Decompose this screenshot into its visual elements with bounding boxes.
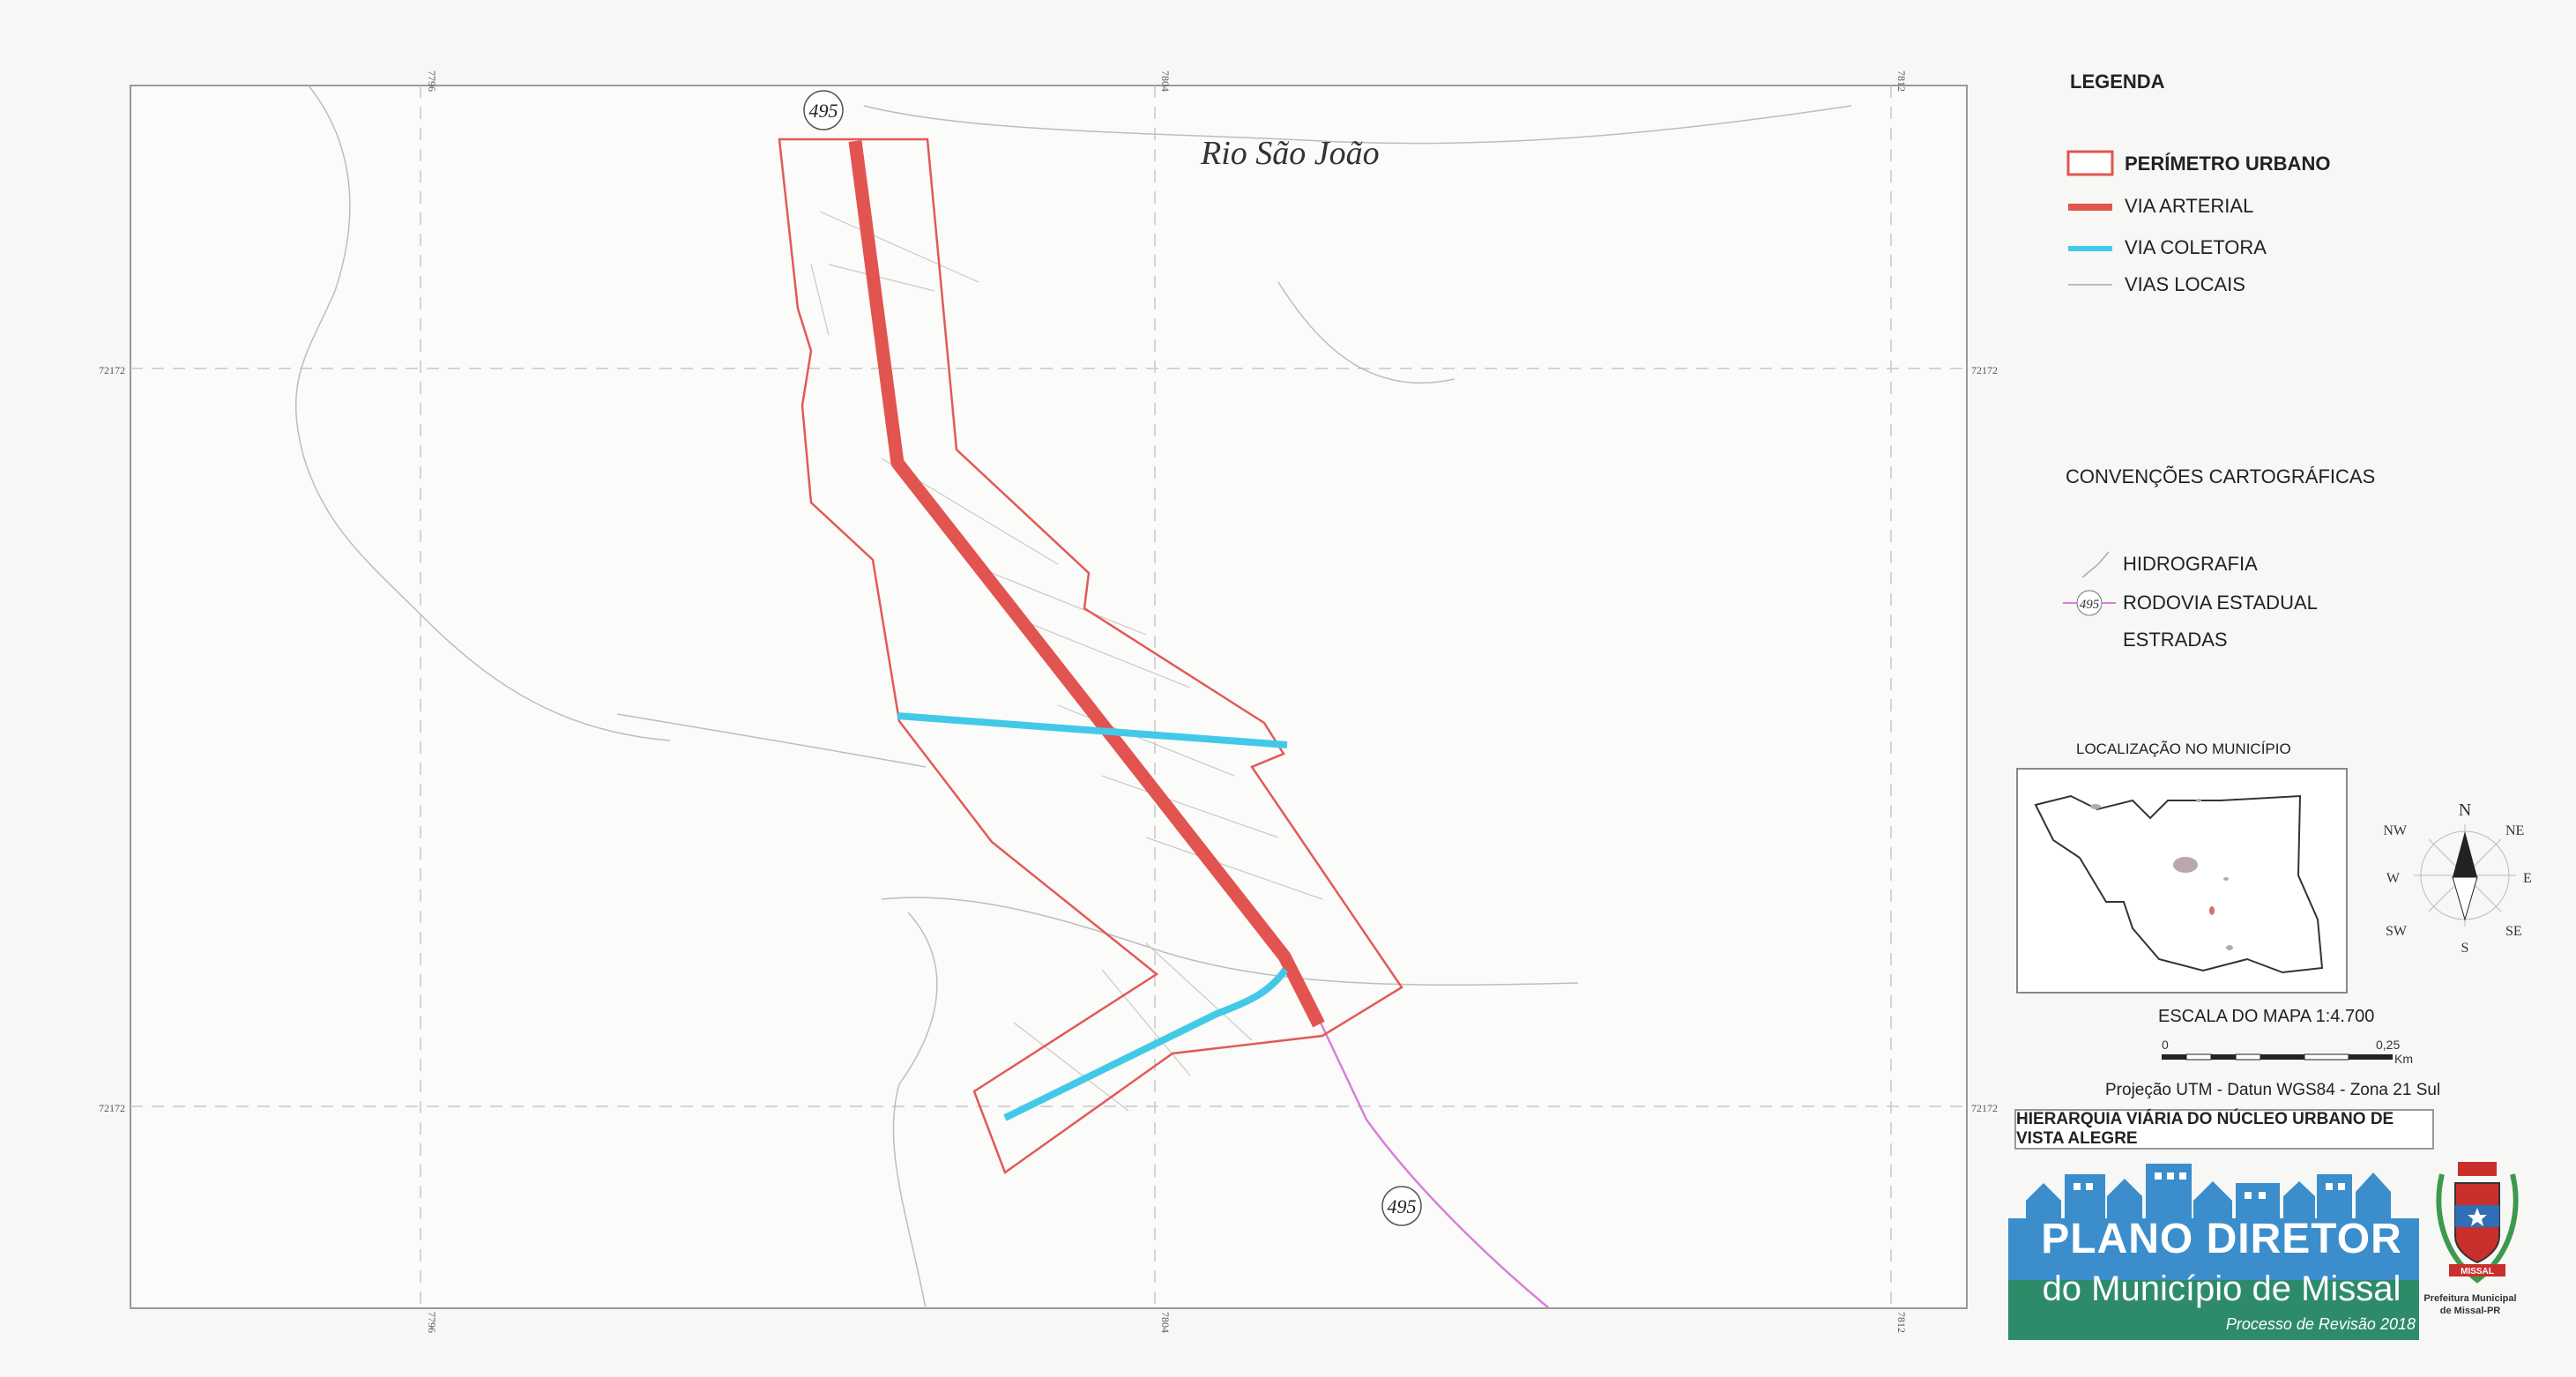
state-highway-symbol-label: 495 [2080, 598, 2100, 612]
collector-road-2 [1003, 967, 1289, 1121]
river-label: Rio São João [1200, 135, 1380, 172]
highway-shield-top: 495 [803, 90, 844, 130]
prefeitura-label: Prefeitura Municipal de Missal-PR [2423, 1293, 2517, 1316]
municipal-seal: MISSAL [2436, 1162, 2519, 1284]
convention-state-highway: RODOVIA ESTADUAL [2123, 592, 2318, 614]
projection-note: Projeção UTM - Datun WGS84 - Zona 21 Sul [2105, 1081, 2441, 1099]
legend-collector-label: VIA COLETORA [2125, 236, 2267, 258]
coordinate-grid [130, 86, 1967, 1308]
compass-n: N [2459, 800, 2471, 820]
convention-hydrography: HIDROGRAFIA [2123, 553, 2258, 575]
grid-label-x1-bottom: 7796 [426, 1312, 438, 1333]
scale-title: ESCALA DO MAPA 1:4.700 [2158, 1007, 2375, 1026]
scale-bar: 0 0,25 Km [2162, 1038, 2413, 1066]
local-roads [810, 211, 1323, 1112]
map-frame [130, 85, 1968, 1309]
plano-diretor-logo [2008, 1164, 2419, 1340]
grid-label-x2-top: 7804 [1159, 71, 1172, 92]
hydrography-lines [294, 85, 1852, 1309]
grid-label-y2-left: 72172 [99, 1102, 125, 1114]
logo-title: PLANO DIRETOR [2041, 1216, 2402, 1262]
compass-rose: N NE E SE S SW W NW [2383, 800, 2531, 956]
state-highway-symbol: 495 [2063, 590, 2116, 616]
urban-perimeter [778, 138, 1403, 1174]
grid-label-x1-top: 7796 [426, 71, 438, 92]
scale-unit: Km [2394, 1052, 2413, 1066]
scale-start: 0 [2162, 1038, 2169, 1052]
grid-label-y1-right: 72172 [1971, 364, 1998, 376]
highway-shield-bottom-label: 495 [1388, 1195, 1417, 1217]
compass-sw: SW [2386, 924, 2408, 939]
compass-se: SE [2505, 924, 2522, 939]
convention-roads: ESTRADAS [2123, 629, 2228, 651]
seal-label: MISSAL [2461, 1267, 2494, 1277]
municipality-outline [2034, 794, 2324, 974]
conventions-title: CONVENÇÕES CARTOGRÁFICAS [2066, 465, 2376, 488]
logo-subtitle: do Município de Missal [2042, 1269, 2401, 1308]
logo-revision: Processo de Revisão 2018 [2225, 1315, 2416, 1333]
grid-label-y1-left: 72172 [99, 364, 125, 376]
legend-perimeter-label: PERÍMETRO URBANO [2125, 153, 2331, 175]
grid-label-x3-top: 7812 [1895, 71, 1908, 92]
legend-title: LEGENDA [2070, 71, 2165, 93]
highway-shield-top-label: 495 [809, 100, 838, 122]
hydrography-symbol [2081, 551, 2110, 578]
collector-road-1 [897, 712, 1288, 748]
location-map [2016, 768, 2348, 994]
compass-s: S [2461, 941, 2469, 956]
location-title: LOCALIZAÇÃO NO MUNICÍPIO [2076, 741, 2291, 757]
legend-perimeter-symbol [2066, 150, 2114, 176]
arterial-road [848, 140, 1325, 1028]
grid-label-y2-right: 72172 [1971, 1102, 1998, 1114]
legend-arterial-label: VIA ARTERIAL [2125, 195, 2254, 217]
compass-w: W [2386, 871, 2401, 886]
legend-local-label: VIAS LOCAIS [2125, 273, 2245, 295]
highway-shield-bottom: 495 [1381, 1186, 1422, 1226]
highway-495-line [1318, 1020, 1550, 1309]
grid-label-x2-bottom: 7804 [1159, 1312, 1172, 1333]
grid-label-x3-bottom: 7812 [1895, 1312, 1908, 1333]
scale-end: 0,25 [2376, 1038, 2400, 1052]
compass-e: E [2523, 871, 2532, 886]
compass-nw: NW [2383, 823, 2408, 838]
compass-ne: NE [2505, 823, 2524, 838]
map-title: HIERARQUIA VIÁRIA DO NÚCLEO URBANO DE VI… [2014, 1109, 2434, 1150]
